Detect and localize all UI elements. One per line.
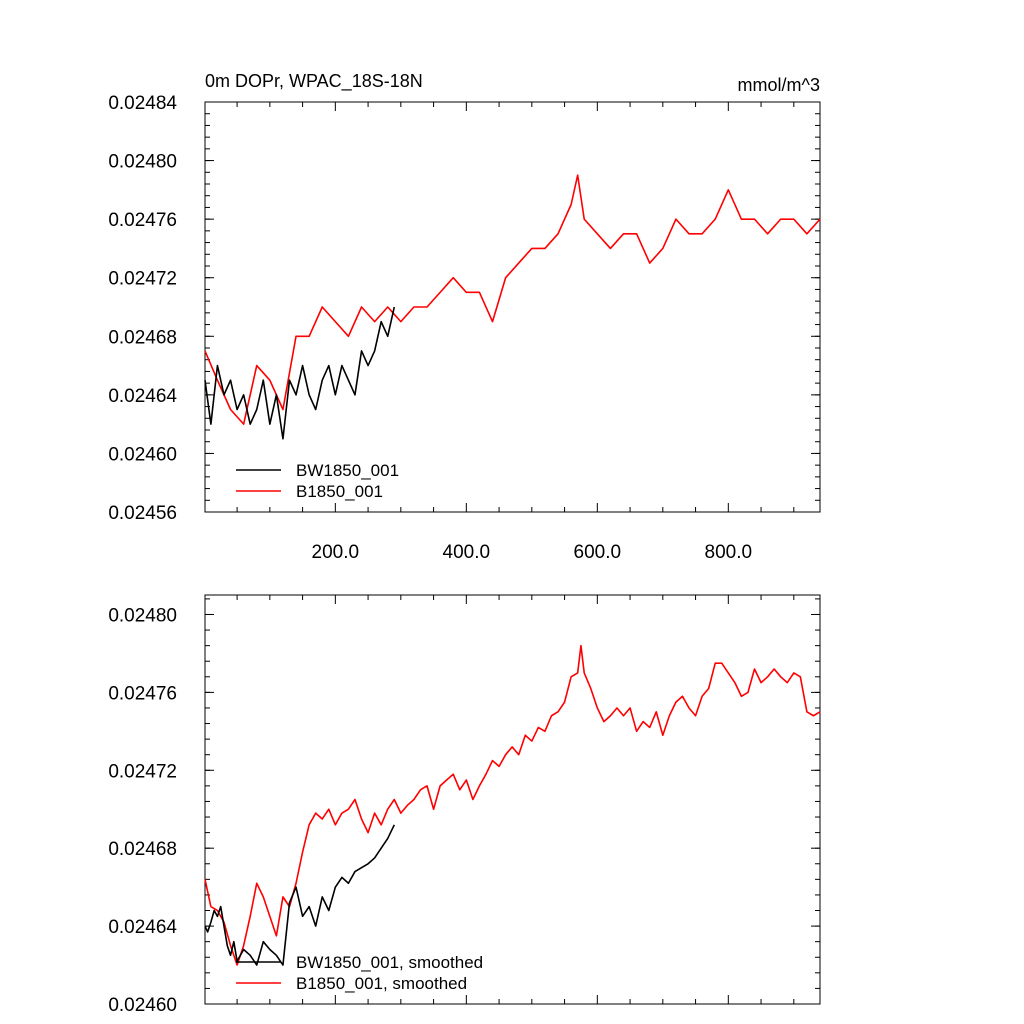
series-line-b1850-001-smoothed <box>204 644 821 966</box>
y-tick-label: 0.02472 <box>108 761 177 782</box>
y-tick-label: 0.02468 <box>108 839 177 860</box>
x-tick-label: 600.0 <box>574 542 622 563</box>
top-plot-frame <box>204 101 821 513</box>
y-tick-label: 0.02480 <box>108 605 177 626</box>
legend-label-b1850: B1850_001 <box>296 482 383 501</box>
top-panel: 0m DOPr, WPAC_18S-18N mmol/m^3 0.024560.… <box>108 71 821 563</box>
bottom-panel: 0.02460 0.02464 0.02468 0.02472 0.02476 0.024… <box>108 594 821 1016</box>
legend-label-bw1850: BW1850_001 <box>296 461 399 480</box>
units-label: mmol/m^3 <box>738 75 820 95</box>
y-tick-label: 0.02460 <box>108 444 177 465</box>
legend-label-bw1850-smoothed: BW1850_001, smoothed <box>296 953 483 972</box>
x-tick-label: 200.0 <box>312 542 360 563</box>
bottom-x-axis <box>236 595 795 1004</box>
bottom-series-group <box>204 644 821 966</box>
y-tick-label: 0.02476 <box>108 210 177 231</box>
top-y-axis: 0.02456 0.02460 0.02464 0.02468 0.02472 0.024… <box>108 93 820 524</box>
top-x-axis: 200.0 400.0 600.0 800.0 <box>236 102 795 563</box>
bottom-legend: BW1850_001, smoothed B1850_001, smoothed <box>236 953 483 993</box>
y-tick-label: 0.02468 <box>108 327 177 348</box>
series-line-bw1850-001-smoothed <box>204 824 396 966</box>
series-line-bw1850-001 <box>204 306 396 440</box>
chart-title: 0m DOPr, WPAC_18S-18N <box>205 71 423 92</box>
series-line-b1850-001 <box>204 174 821 425</box>
y-tick-label: 0.02456 <box>108 503 177 524</box>
y-tick-label: 0.02464 <box>108 386 177 407</box>
x-tick-label: 800.0 <box>705 542 753 563</box>
y-tick-label: 0.02472 <box>108 269 177 290</box>
top-series-group <box>204 174 821 440</box>
y-tick-label: 0.02464 <box>108 917 177 938</box>
y-tick-label: 0.02460 <box>108 995 177 1016</box>
top-legend: BW1850_001 B1850_001 <box>236 461 399 501</box>
legend-label-b1850-smoothed: B1850_001, smoothed <box>296 974 467 993</box>
x-tick-label: 400.0 <box>443 542 491 563</box>
y-tick-label: 0.02480 <box>108 152 177 173</box>
y-tick-label: 0.02476 <box>108 683 177 704</box>
y-tick-label: 0.02484 <box>108 93 177 114</box>
bottom-plot-frame <box>204 594 821 1005</box>
